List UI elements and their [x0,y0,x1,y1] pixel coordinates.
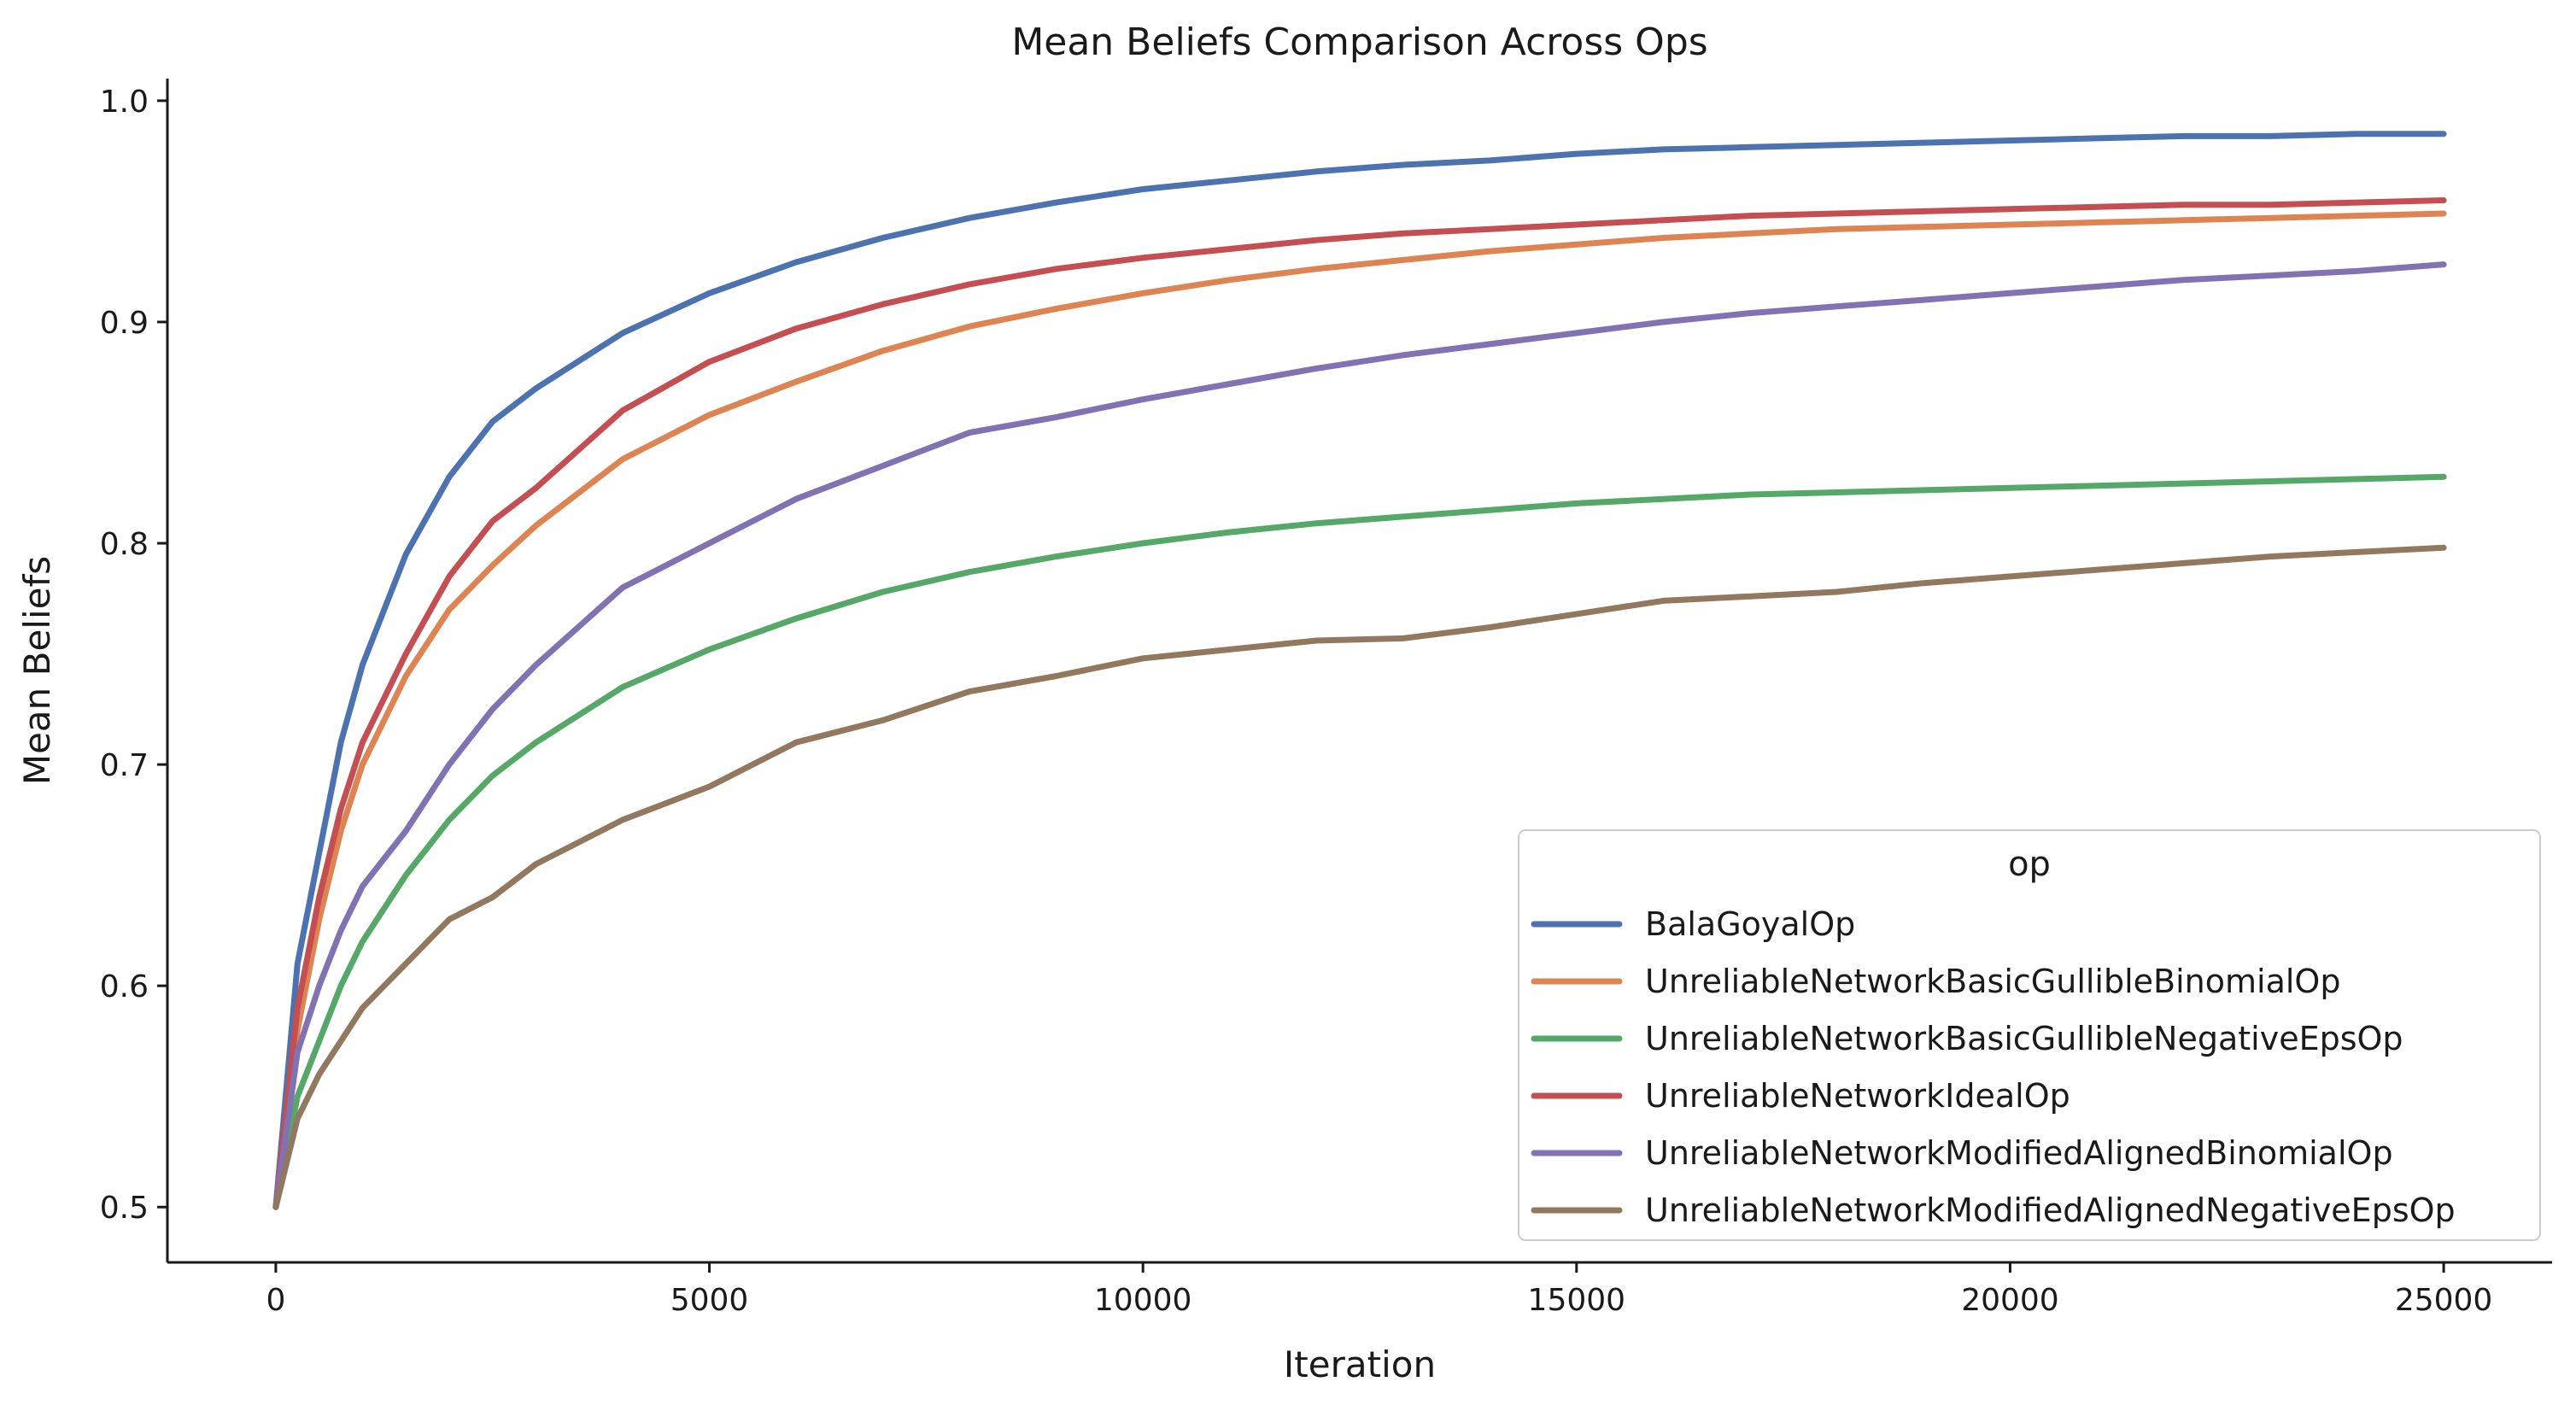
legend-label: UnreliableNetworkModifiedAlignedBinomial… [1645,1134,2393,1172]
y-tick-label: 0.6 [100,969,149,1004]
x-tick-label: 25000 [2395,1283,2493,1318]
series-lines [272,131,2447,1210]
series-line-4 [272,197,2447,1210]
series-line-3 [272,473,2447,1210]
x-tick-label: 0 [266,1283,285,1318]
x-tick-label: 15000 [1528,1283,1626,1318]
x-tick-label: 5000 [670,1283,749,1318]
y-axis-label: Mean Beliefs [16,556,58,785]
x-tick-label: 20000 [1961,1283,2059,1318]
series-line-6 [272,544,2447,1210]
y-tick-label: 0.9 [100,306,149,341]
series-line-2 [272,210,2447,1210]
legend: op BalaGoyalOp UnreliableNetworkBasicGull… [1518,829,2541,1241]
series-line-5 [272,261,2447,1210]
legend-label: BalaGoyalOp [1645,905,1855,943]
chart-title: Mean Beliefs Comparison Across Ops [1011,20,1707,64]
x-axis-label: Iteration [1284,1344,1436,1385]
y-tick-label: 0.7 [100,748,149,783]
legend-label: UnreliableNetworkBasicGullibleBinomialOp [1645,963,2340,1000]
legend-label: UnreliableNetworkModifiedAlignedNegative… [1645,1191,2456,1229]
x-tick-label: 10000 [1094,1283,1192,1318]
axis-ticks: 0 5000 10000 15000 20000 25000 0.5 0.6 0.7 0.8 0.9… [100,85,2493,1318]
legend-items: BalaGoyalOp UnreliableNetworkBasicGullibl… [1531,905,2456,1229]
legend-title: op [2008,845,2051,884]
y-tick-label: 1.0 [100,85,149,120]
y-tick-label: 0.8 [100,527,149,562]
legend-label: UnreliableNetworkBasicGullibleNegativeEp… [1645,1020,2403,1057]
legend-box [1518,829,2541,1241]
legend-label: UnreliableNetworkIdealOp [1645,1077,2070,1115]
series-line-1 [272,131,2447,1210]
y-tick-label: 0.5 [100,1191,149,1226]
